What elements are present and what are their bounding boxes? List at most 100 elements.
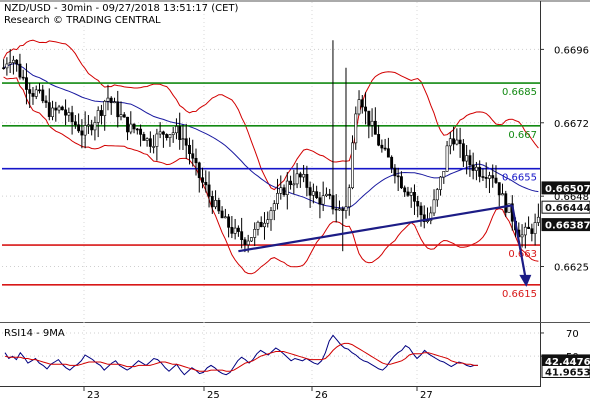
price-tags: 0.66507 0.66444 0.66387 (541, 181, 590, 232)
candle-body (468, 155, 472, 166)
candle-body (44, 100, 48, 103)
price-tag-label: 0.66507 (545, 184, 590, 195)
candle-body (210, 196, 214, 208)
candle-body (57, 106, 61, 111)
candle-body (341, 208, 345, 211)
candle-body (96, 110, 100, 123)
candle-body (527, 226, 531, 229)
bollinger-bands (3, 39, 539, 275)
candle-body (214, 200, 218, 208)
rsi-tick-label: 70 (566, 329, 579, 340)
candle-body (5, 63, 9, 69)
candle-body (227, 216, 231, 228)
candle-body (488, 175, 491, 179)
candle-body (240, 231, 244, 241)
moving-average (3, 63, 539, 209)
candle-body (367, 110, 371, 126)
bollinger-lower (3, 76, 539, 275)
chart-title: NZD/USD - 30min - 09/27/2018 13:51:17 (C… (4, 3, 238, 14)
price-tag-label: 0.66444 (545, 203, 590, 214)
candle-body (393, 167, 397, 177)
candle-body (295, 173, 299, 185)
candle-body (315, 191, 319, 199)
candle-body (289, 180, 293, 186)
candle-body (191, 153, 195, 159)
candle-body (135, 128, 139, 131)
candle-body (266, 219, 270, 224)
candle-body (442, 171, 446, 178)
level-label-r1: 0.667 (508, 130, 537, 141)
bollinger-upper (3, 39, 539, 191)
candle-body (377, 134, 381, 146)
candle-body (321, 195, 325, 205)
candle-body (318, 197, 322, 205)
candle-body (113, 101, 116, 104)
candle-body (383, 147, 387, 150)
candle-body (416, 201, 420, 207)
candle-body (25, 77, 28, 90)
candle-body (256, 221, 260, 230)
candle-body (530, 228, 534, 234)
candle-body (47, 102, 51, 117)
x-tick-label: 27 (420, 390, 433, 400)
candle-body (259, 221, 263, 228)
trendline-group (238, 204, 532, 287)
candle-body (507, 203, 511, 213)
candle-body (119, 114, 123, 118)
level-label-s2: 0.6615 (502, 289, 537, 300)
candle-body (461, 143, 465, 162)
candle-body (220, 210, 224, 219)
candle-body (390, 156, 394, 169)
candle-body (386, 148, 390, 158)
candle-body (204, 181, 208, 186)
candle-body (448, 138, 452, 147)
candle-body (523, 226, 527, 236)
candle-body (197, 162, 201, 178)
candle-body (188, 144, 191, 154)
candle-body (520, 234, 524, 238)
candle-body (126, 116, 129, 133)
candle-body (148, 138, 152, 147)
rsi-ma-line (4, 342, 478, 372)
candle-body (491, 175, 495, 179)
candle-body (292, 183, 296, 186)
candle-body (132, 123, 136, 130)
candle-body (396, 175, 400, 178)
candle-body (364, 106, 367, 112)
candle-body (370, 120, 374, 126)
rsi-tag-box (541, 364, 590, 378)
candle-body (103, 100, 107, 116)
candle-body (354, 113, 358, 144)
candle-body (536, 216, 540, 223)
rsi-tag-label: 41.9653 (545, 367, 590, 378)
candle-body (230, 227, 234, 234)
candle-body (178, 126, 182, 140)
candle-body (263, 222, 266, 228)
candle-body (142, 134, 146, 141)
candle-body (139, 128, 143, 135)
candle-body (249, 237, 253, 242)
price-tag-box (541, 181, 590, 195)
candle-body (334, 208, 338, 211)
candle-body (311, 191, 315, 196)
candle-body (38, 89, 41, 92)
x-tick-label: 25 (207, 390, 220, 400)
price-y-ticks: 0.6696 0.6672 0.6648 0.6625 (540, 45, 589, 273)
candle-body (435, 189, 439, 201)
candle-body (77, 124, 81, 132)
candle-body (184, 138, 188, 146)
candle-body (497, 182, 501, 196)
candle-body (175, 126, 178, 134)
price-tag-label: 0.66387 (545, 221, 590, 232)
candle-body (116, 101, 120, 118)
candle-body (122, 114, 126, 118)
candle-body (165, 134, 169, 138)
candle-body (171, 132, 175, 135)
candle-body (439, 176, 442, 190)
candle-body (64, 109, 68, 116)
candle-body (413, 191, 416, 202)
candle-body (60, 106, 64, 111)
candle-body (8, 62, 12, 65)
candle-body (432, 199, 436, 214)
